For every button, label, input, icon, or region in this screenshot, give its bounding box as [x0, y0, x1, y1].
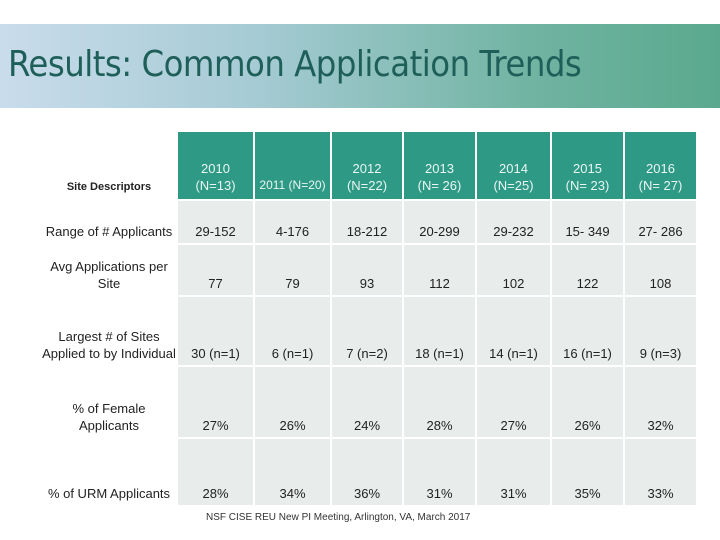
table-cell: 26% [254, 366, 332, 439]
table-row: % of Female Applicants 27% 26% 24% 28% 2… [42, 366, 698, 439]
table-cell: 34% [254, 438, 332, 507]
header-2015: 2015 (N= 23) [551, 132, 625, 201]
year-label: 2014 [499, 161, 528, 176]
table-cell: 18-212 [331, 200, 404, 245]
table-cell: 112 [403, 244, 477, 297]
header-2010: 2010 (N=13) [177, 132, 255, 201]
header-2011: 2011 (N=20) [254, 132, 332, 201]
table-cell: 28% [177, 438, 255, 507]
header-2016: 2016 (N= 27) [624, 132, 698, 201]
table-cell: 6 (n=1) [254, 296, 332, 367]
table-cell: 31% [403, 438, 477, 507]
trends-table: Site Descriptors 2010 (N=13) 2011 (N=20) … [42, 132, 698, 507]
year-label: 2013 [425, 161, 454, 176]
year-label: 2010 [201, 161, 230, 176]
table-cell: 28% [403, 366, 477, 439]
n-label: (N=13) [195, 178, 236, 193]
header-2013: 2013 (N= 26) [403, 132, 477, 201]
slide-title: Results: Common Application Trends [8, 44, 582, 85]
table-cell: 33% [624, 438, 698, 507]
year-label: 2012 [352, 161, 382, 176]
title-banner [0, 24, 720, 108]
table-cell: 27% [476, 366, 552, 439]
slide-footer: NSF CISE REU New PI Meeting, Arlington, … [206, 512, 471, 523]
row-label: Range of # Applicants [42, 200, 178, 245]
n-label: (N= 23) [565, 178, 610, 193]
table-cell: 16 (n=1) [551, 296, 625, 367]
table-cell: 77 [177, 244, 255, 297]
table-cell: 4-176 [254, 200, 332, 245]
table-cell: 26% [551, 366, 625, 439]
table-cell: 7 (n=2) [331, 296, 404, 367]
table-cell: 24% [331, 366, 404, 439]
table-cell: 108 [624, 244, 698, 297]
table-row: Avg Applications per Site 77 79 93 112 1… [42, 244, 698, 297]
header-2012: 2012 (N=22) [331, 132, 404, 201]
table-cell: 27- 286 [624, 200, 698, 245]
table-cell: 36% [331, 438, 404, 507]
table-cell: 93 [331, 244, 404, 297]
row-label: % of URM Applicants [42, 438, 178, 507]
n-label: (N= 27) [638, 178, 683, 193]
table-cell: 9 (n=3) [624, 296, 698, 367]
table-row: Range of # Applicants 29-152 4-176 18-21… [42, 200, 698, 245]
table-cell: 27% [177, 366, 255, 439]
row-label: % of Female Applicants [42, 366, 178, 439]
table-cell: 122 [551, 244, 625, 297]
table-cell: 32% [624, 366, 698, 439]
n-label: (N= 26) [417, 178, 462, 193]
year-label: 2016 [646, 161, 675, 176]
year-label: 2015 [573, 161, 602, 176]
table-cell: 14 (n=1) [476, 296, 552, 367]
n-label: (N=22) [346, 178, 388, 193]
header-label: Site Descriptors [42, 132, 178, 201]
table-row: % of URM Applicants 28% 34% 36% 31% 31% … [42, 438, 698, 507]
table-cell: 35% [551, 438, 625, 507]
n-label: 2011 (N=20) [259, 178, 326, 192]
n-label: (N=25) [493, 178, 534, 193]
header-row: Site Descriptors 2010 (N=13) 2011 (N=20) … [42, 132, 698, 201]
table-cell: 102 [476, 244, 552, 297]
table-row: Largest # of Sites Applied to by Individ… [42, 296, 698, 367]
header-2014: 2014 (N=25) [476, 132, 552, 201]
table-cell: 15- 349 [551, 200, 625, 245]
table-cell: 79 [254, 244, 332, 297]
table-cell: 29-232 [476, 200, 552, 245]
table-cell: 31% [476, 438, 552, 507]
table-cell: 18 (n=1) [403, 296, 477, 367]
row-label: Largest # of Sites Applied to by Individ… [42, 296, 178, 367]
table-cell: 29-152 [177, 200, 255, 245]
row-label: Avg Applications per Site [42, 244, 178, 297]
table-cell: 30 (n=1) [177, 296, 255, 367]
table-cell: 20-299 [403, 200, 477, 245]
